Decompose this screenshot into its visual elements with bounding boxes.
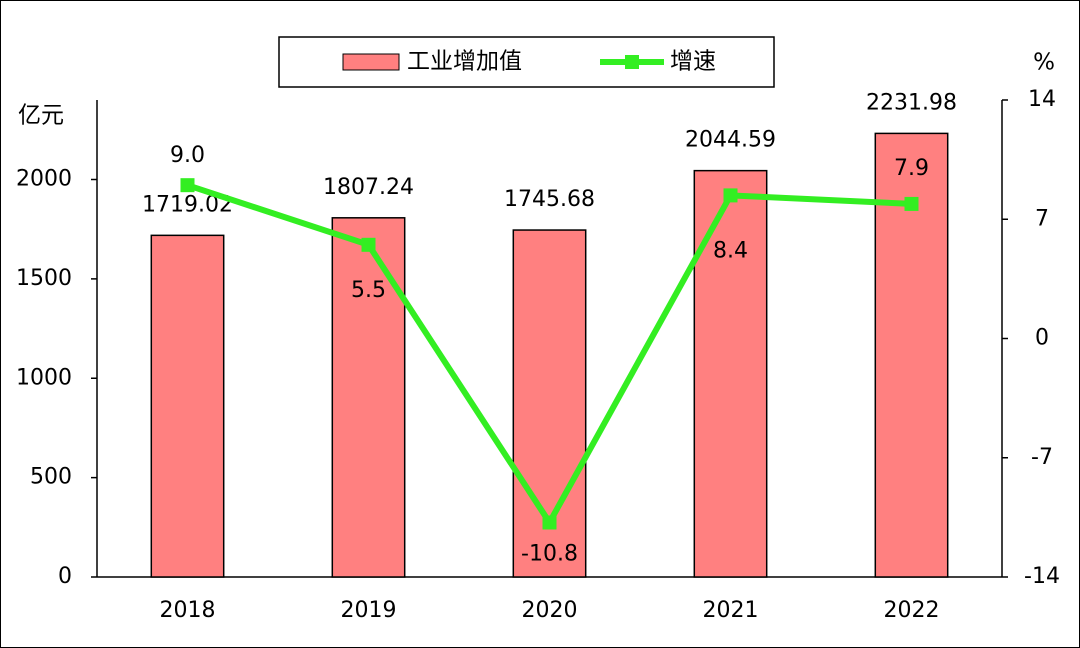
y2-tick-label: 0 <box>1035 326 1049 351</box>
y-tick-label: 500 <box>30 465 72 490</box>
y-tick-label: 1000 <box>16 365 72 390</box>
bar <box>331 217 406 578</box>
bar <box>150 234 225 578</box>
legend-marker <box>625 55 639 69</box>
line-value-label: 8.4 <box>713 238 748 263</box>
y2-tick-label: -7 <box>1031 445 1053 470</box>
x-tick-label: 2018 <box>160 598 216 623</box>
legend-swatch <box>342 53 400 71</box>
line-marker <box>361 237 376 252</box>
y2-axis-title: % <box>1033 50 1055 76</box>
line-value-label: 9.0 <box>170 143 205 168</box>
x-tick-label: 2019 <box>341 598 397 623</box>
y-axis-title: 亿元 <box>18 103 64 129</box>
line-marker <box>180 178 195 193</box>
x-tick-label: 2022 <box>884 598 940 623</box>
line-marker <box>904 196 919 211</box>
line-value-label: 7.9 <box>894 156 929 181</box>
legend-label: 增速 <box>670 49 716 75</box>
y2-tick-label: 14 <box>1028 87 1056 112</box>
legend-label: 工业增加值 <box>407 49 522 75</box>
line-marker <box>542 515 557 530</box>
bar-value-label: 1807.24 <box>323 175 414 200</box>
line-marker <box>723 188 738 203</box>
y2-tick-label: -14 <box>1024 564 1060 589</box>
bar <box>693 169 768 578</box>
line-value-label: -10.8 <box>521 541 578 566</box>
y-tick-label: 1500 <box>16 266 72 291</box>
line-value-label: 5.5 <box>351 278 386 303</box>
bar-value-label: 1745.68 <box>504 187 595 212</box>
y-tick-label: 2000 <box>16 167 72 192</box>
x-tick-label: 2021 <box>703 598 759 623</box>
bar-value-label: 2044.59 <box>685 128 776 153</box>
y2-tick-label: 7 <box>1035 206 1049 231</box>
x-tick-label: 2020 <box>522 598 578 623</box>
y-tick-label: 0 <box>58 564 72 589</box>
bar-value-label: 2231.98 <box>866 90 957 115</box>
